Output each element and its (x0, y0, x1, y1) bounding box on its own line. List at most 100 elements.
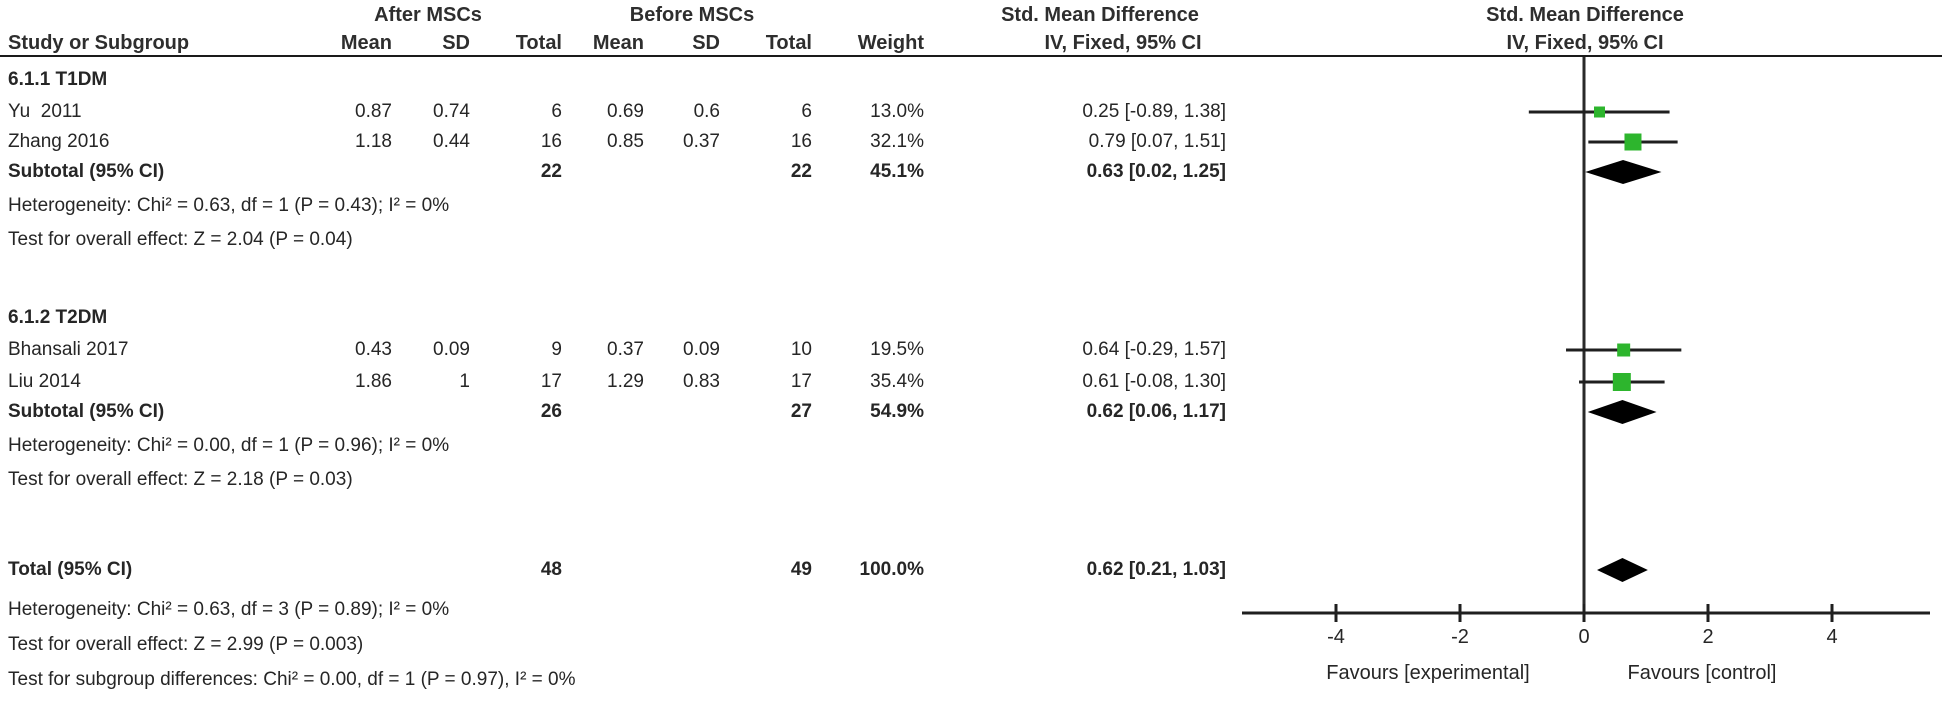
cell-ci: 0.63 [0.02, 1.25] (1086, 161, 1226, 182)
col-total-after: Total (515, 32, 562, 54)
cell-weight: 32.1% (870, 131, 924, 152)
favours-experimental-label: Favours [experimental] (1326, 662, 1530, 684)
cell-mean-before: 0.37 (607, 339, 644, 360)
tick-label: -2 (1451, 626, 1469, 648)
stat-text: Heterogeneity: Chi² = 0.63, df = 3 (P = … (8, 599, 450, 620)
smd-square-zhang-2016 (1624, 133, 1642, 151)
cell-ci: 0.64 [-0.29, 1.57] (1082, 339, 1226, 360)
cell-weight: 35.4% (870, 371, 924, 392)
cell-total-after: 22 (540, 161, 562, 182)
group-header-after-mscs: After MSCs (374, 4, 482, 26)
header-rule (0, 55, 1942, 57)
subgroup-label-t2dm: 6.1.2 T2DM (0, 305, 1232, 331)
tick-label: 0 (1578, 626, 1590, 648)
heterogeneity-line-t1dm: Heterogeneity: Chi² = 0.63, df = 1 (P = … (0, 193, 1232, 219)
cell-ci: 0.79 [0.07, 1.51] (1088, 131, 1226, 152)
tick-label: 2 (1702, 626, 1714, 648)
heterogeneity-line-total: Heterogeneity: Chi² = 0.63, df = 3 (P = … (0, 597, 1232, 623)
total-diamond (1597, 558, 1648, 582)
col-mean-before: Mean (592, 32, 644, 54)
col-ci-plot: IV, Fixed, 95% CI (1506, 32, 1664, 54)
cell-sd-after: 0.74 (433, 101, 470, 122)
smd-square-liu-2014 (1612, 373, 1631, 391)
group-header-before-mscs: Before MSCs (629, 4, 755, 26)
cell-total-before: 49 (790, 559, 812, 580)
favours-control-label: Favours [control] (1627, 662, 1777, 684)
subtotal-row-t2dm: Subtotal (95% CI) 26 27 54.9% 0.62 [0.06… (0, 399, 1232, 425)
cell-mean-after: 0.43 (355, 339, 392, 360)
study-row-liu-2014: Liu 2014 1.86 1 17 1.29 0.83 17 35.4% 0.… (0, 369, 1232, 395)
subgroup-differences-line: Test for subgroup differences: Chi² = 0.… (0, 667, 1232, 693)
cell-total-after: 48 (540, 559, 562, 580)
cell-mean-after: 1.86 (355, 371, 392, 392)
subtotal-diamond-t1dm (1585, 160, 1662, 184)
subgroup-title: 6.1.2 T2DM (8, 307, 108, 328)
cell-mean-before: 1.29 (607, 371, 644, 392)
effect-header-table: Std. Mean Difference (1001, 4, 1199, 26)
subtotal-row-t1dm: Subtotal (95% CI) 22 22 45.1% 0.63 [0.02… (0, 159, 1232, 185)
stat-text: Test for overall effect: Z = 2.04 (P = 0… (8, 229, 353, 250)
tick-label: -4 (1327, 626, 1345, 648)
col-ci-table: IV, Fixed, 95% CI (1044, 32, 1202, 54)
overall-effect-line-t1dm: Test for overall effect: Z = 2.04 (P = 0… (0, 227, 1232, 253)
col-mean-after: Mean (340, 32, 392, 54)
col-sd-before: SD (692, 32, 720, 54)
smd-square-bhansali-2017 (1617, 343, 1631, 357)
study-name: Liu 2014 (8, 371, 81, 392)
cell-sd-after: 0.09 (433, 339, 470, 360)
cell-total-before: 27 (790, 401, 812, 422)
cell-weight: 54.9% (870, 401, 924, 422)
stat-text: Heterogeneity: Chi² = 0.00, df = 1 (P = … (8, 435, 450, 456)
cell-total-before: 16 (790, 131, 812, 152)
cell-ci: 0.62 [0.21, 1.03] (1086, 559, 1226, 580)
cell-total-before: 22 (790, 161, 812, 182)
cell-mean-before: 0.69 (607, 101, 644, 122)
cell-total-before: 6 (801, 101, 812, 122)
cell-sd-before: 0.37 (683, 131, 720, 152)
cell-ci: 0.62 [0.06, 1.17] (1086, 401, 1226, 422)
subgroup-label-t1dm: 6.1.1 T1DM (0, 67, 1232, 93)
cell-weight: 13.0% (870, 101, 924, 122)
cell-sd-after: 1 (459, 371, 470, 392)
cell-weight: 100.0% (859, 559, 924, 580)
cell-total-before: 10 (790, 339, 812, 360)
smd-square-yu-2011 (1594, 106, 1605, 118)
study-name: Zhang 2016 (8, 131, 110, 152)
study-row-bhansali-2017: Bhansali 2017 0.43 0.09 9 0.37 0.09 10 1… (0, 337, 1232, 363)
cell-ci: 0.25 [-0.89, 1.38] (1082, 101, 1226, 122)
subgroup-title: 6.1.1 T1DM (8, 69, 108, 90)
stat-text: Test for subgroup differences: Chi² = 0.… (8, 669, 576, 690)
cell-total-before: 17 (790, 371, 812, 392)
col-study-or-subgroup: Study or Subgroup (8, 32, 190, 54)
cell-total-after: 17 (540, 371, 562, 392)
total-label: Total (95% CI) (8, 559, 133, 580)
cell-mean-after: 0.87 (355, 101, 392, 122)
cell-weight: 19.5% (870, 339, 924, 360)
cell-mean-after: 1.18 (355, 131, 392, 152)
tick-label: 4 (1826, 626, 1838, 648)
study-name: Yu 2011 (8, 101, 82, 122)
col-weight: Weight (857, 32, 924, 54)
col-total-before: Total (765, 32, 812, 54)
col-sd-after: SD (442, 32, 470, 54)
study-row-zhang-2016: Zhang 2016 1.18 0.44 16 0.85 0.37 16 32.… (0, 129, 1232, 155)
column-header-row: Study or Subgroup Mean SD Total Mean SD … (0, 30, 1232, 56)
cell-ci: 0.61 [-0.08, 1.30] (1082, 371, 1226, 392)
cell-total-after: 9 (551, 339, 562, 360)
total-row: Total (95% CI) 48 49 100.0% 0.62 [0.21, … (0, 557, 1232, 583)
subtotal-label: Subtotal (95% CI) (8, 401, 165, 422)
subtotal-diamond-t2dm (1587, 400, 1657, 424)
cell-total-after: 26 (540, 401, 562, 422)
cell-sd-before: 0.6 (693, 101, 720, 122)
heterogeneity-line-t2dm: Heterogeneity: Chi² = 0.00, df = 1 (P = … (0, 433, 1232, 459)
cell-sd-before: 0.83 (683, 371, 720, 392)
overall-effect-line-total: Test for overall effect: Z = 2.99 (P = 0… (0, 632, 1232, 658)
cell-mean-before: 0.85 (607, 131, 644, 152)
cell-total-after: 6 (551, 101, 562, 122)
stat-text: Test for overall effect: Z = 2.18 (P = 0… (8, 469, 353, 490)
cell-weight: 45.1% (870, 161, 924, 182)
cell-sd-before: 0.09 (683, 339, 720, 360)
stat-text: Heterogeneity: Chi² = 0.63, df = 1 (P = … (8, 195, 450, 216)
